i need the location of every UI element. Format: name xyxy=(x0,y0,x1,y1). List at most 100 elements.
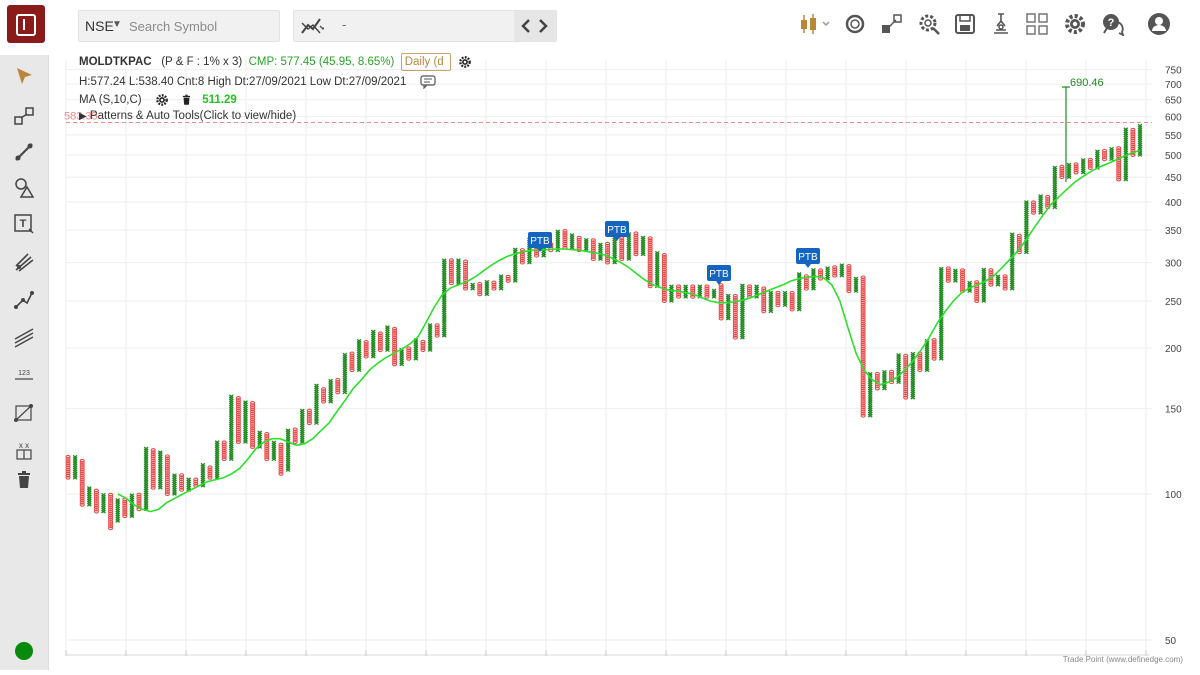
o-box xyxy=(321,397,327,402)
text-tool-icon[interactable]: T xyxy=(13,213,35,235)
ring-icon[interactable] xyxy=(843,12,867,36)
o-box xyxy=(278,471,284,476)
x-column xyxy=(285,428,291,473)
o-box xyxy=(1116,171,1122,176)
o-box xyxy=(477,292,483,297)
layout-grid-icon[interactable] xyxy=(1025,12,1049,36)
pitchfork-icon[interactable] xyxy=(13,251,35,273)
scanner-icon[interactable] xyxy=(989,12,1013,36)
o-box xyxy=(817,272,824,277)
o-box xyxy=(363,342,369,346)
candle-type-icon[interactable] xyxy=(798,12,834,36)
o-box xyxy=(278,465,284,470)
o-box xyxy=(93,505,99,510)
o-box xyxy=(959,268,966,273)
o-box xyxy=(392,362,398,367)
o-box xyxy=(448,277,454,281)
o-column xyxy=(1002,274,1008,291)
o-box xyxy=(108,499,114,503)
o-box xyxy=(619,255,625,259)
x-box xyxy=(569,233,575,238)
o-box xyxy=(761,301,767,305)
expand-icon[interactable] xyxy=(880,12,904,36)
x-box xyxy=(740,283,745,288)
x-column xyxy=(186,477,192,492)
o-box xyxy=(1002,284,1008,289)
o-box xyxy=(377,333,383,338)
ptb-annotations[interactable]: PTB PTB PTB PTB xyxy=(528,221,820,285)
o-box xyxy=(108,492,114,497)
trend-line-icon[interactable] xyxy=(13,141,35,163)
x-box xyxy=(995,274,1001,279)
high-wick: 690.46 xyxy=(1062,77,1104,182)
ptb-marker[interactable]: PTB xyxy=(796,248,820,268)
o-box xyxy=(860,313,866,318)
o-box xyxy=(704,288,710,293)
o-box xyxy=(1101,148,1108,153)
user-icon[interactable] xyxy=(1147,12,1171,36)
gear-icon[interactable] xyxy=(1063,12,1087,36)
polyline-tool-icon[interactable] xyxy=(13,289,35,311)
o-box xyxy=(392,331,398,335)
help-chat-icon[interactable]: ? xyxy=(1101,12,1125,36)
trash-icon[interactable] xyxy=(13,469,35,491)
o-box xyxy=(179,473,185,478)
save-icon[interactable] xyxy=(953,12,977,36)
ptb-label: PTB xyxy=(530,236,550,247)
o-box xyxy=(179,475,185,480)
o-box xyxy=(846,289,852,294)
x-box xyxy=(328,378,334,383)
settings-search-icon[interactable] xyxy=(917,12,941,36)
x-box xyxy=(101,492,106,497)
x-box xyxy=(598,242,603,247)
remove-drawings-icon[interactable]: x x xyxy=(13,439,35,461)
ma-delete-trash-icon[interactable] xyxy=(180,93,193,107)
patterns-toggle[interactable]: ▶ Patterns & Auto Tools(Click to view/hi… xyxy=(79,110,296,122)
compare-chart-icon[interactable] xyxy=(300,15,324,37)
measure-tool-icon[interactable]: 123 xyxy=(13,365,35,387)
o-box xyxy=(278,461,284,466)
fibonacci-icon[interactable] xyxy=(13,401,35,423)
o-column xyxy=(1030,200,1037,215)
ptb-marker[interactable]: PTB xyxy=(605,221,629,241)
x-column xyxy=(882,369,887,391)
o-box xyxy=(235,396,241,400)
ptb-marker[interactable]: PTB xyxy=(707,265,731,285)
o-box xyxy=(789,295,795,299)
o-box xyxy=(661,269,667,274)
o-box xyxy=(846,284,852,289)
x-box xyxy=(498,274,504,279)
search-input[interactable] xyxy=(127,14,276,38)
ma-settings-gear-icon[interactable] xyxy=(155,93,169,107)
chart-settings-gear-icon[interactable] xyxy=(458,55,472,69)
patterns-label[interactable]: Patterns & Auto Tools(Click to view/hide… xyxy=(89,110,297,122)
o-box xyxy=(931,340,937,344)
o-box xyxy=(65,471,71,476)
scroll-arrows-button[interactable] xyxy=(514,11,556,41)
chevron-down-icon[interactable]: ▼ xyxy=(112,19,122,30)
shapes-tool-icon[interactable] xyxy=(13,177,35,199)
x-column xyxy=(115,498,121,523)
o-box xyxy=(604,260,611,265)
exchange-select[interactable]: NSE xyxy=(85,18,114,34)
rectangle-tool-icon[interactable] xyxy=(13,105,35,127)
o-box xyxy=(448,258,454,263)
ptb-pointer xyxy=(614,237,620,241)
comment-icon[interactable] xyxy=(419,75,436,90)
parallel-channel-icon[interactable] xyxy=(13,327,35,349)
o-box xyxy=(420,346,426,350)
o-box xyxy=(860,384,866,389)
interval-select[interactable]: Daily (d xyxy=(400,53,451,71)
o-box xyxy=(974,288,980,293)
o-box xyxy=(789,301,795,306)
app-logo[interactable] xyxy=(7,5,45,43)
o-box xyxy=(150,471,156,476)
cursor-arrow-icon[interactable] xyxy=(13,65,35,87)
x-column xyxy=(101,492,106,514)
o-box xyxy=(108,513,114,518)
o-box xyxy=(221,446,227,451)
ptb-marker[interactable]: PTB xyxy=(528,232,552,252)
o-box xyxy=(477,290,483,295)
x-box xyxy=(711,288,717,293)
